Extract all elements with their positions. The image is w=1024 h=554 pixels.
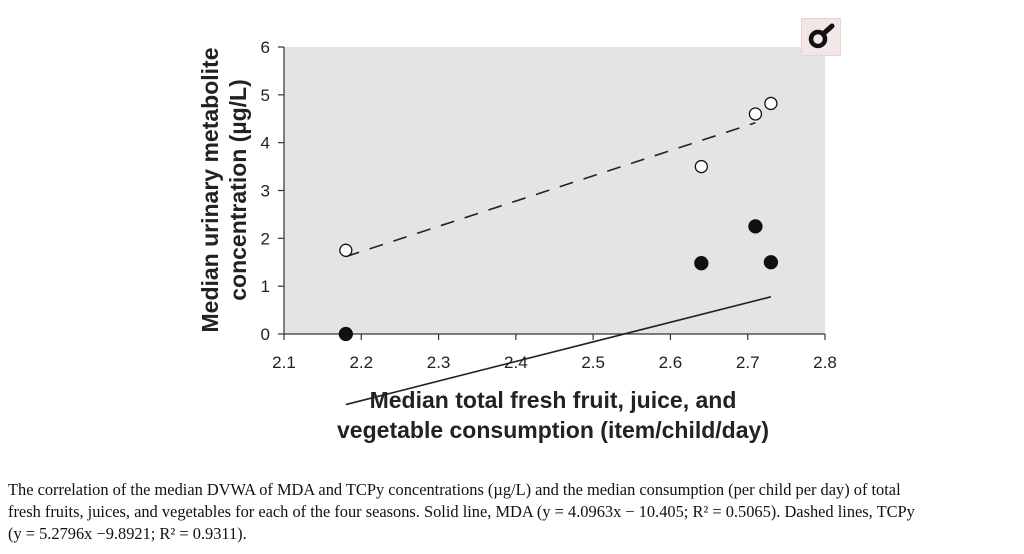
caption-line-2: fresh fruits, juices, and vegetables for… [8,502,915,521]
x-axis-title-line-2: vegetable consumption (item/child/day) [337,417,769,443]
point-tcpy [694,159,708,174]
caption-line-1: The correlation of the median DVWA of MD… [8,480,901,499]
y-axis-title-line-2: concentration (µg/L) [225,79,251,301]
point-tcpy [748,107,763,121]
y-tick-label: 6 [261,38,270,57]
point-tcpy [339,243,353,257]
x-tick-label: 2.5 [581,353,605,372]
figure-caption: The correlation of the median DVWA of MD… [8,479,1020,545]
y-tick-label: 1 [261,277,270,296]
chart: 0 1 2 3 4 5 6 2.1 2.2 2.3 2.4 2.5 2.6 2.7 2.8 Median … [197,38,837,443]
x-tick-label: 2.2 [349,353,373,372]
x-tick-label: 2.4 [504,353,528,372]
x-tick-label: 2.7 [736,353,760,372]
zoom-button[interactable] [801,18,841,56]
y-ticks: 0 1 2 3 4 5 6 [261,38,284,344]
point-mda [763,255,779,270]
plot-area [284,47,825,334]
x-tick-label: 2.1 [272,353,296,372]
zoom-icon [808,23,835,49]
y-tick-label: 3 [261,182,270,201]
y-tick-label: 0 [261,325,270,344]
y-tick-label: 4 [261,134,270,153]
point-mda [694,256,709,271]
fit-line-tcpy [345,122,756,258]
point-tcpy [764,96,778,111]
data-points [338,96,779,342]
x-tick-label: 2.3 [427,353,451,372]
fit-lines [345,122,772,406]
y-tick-label: 2 [261,229,270,248]
point-mda [338,326,353,342]
x-tick-label: 2.8 [813,353,837,372]
x-axis-title-line-1: Median total fresh fruit, juice, and [370,387,737,413]
fit-line-mda [345,296,772,406]
y-axis-title-line-1: Median urinary metabolite [197,47,223,332]
y-tick-label: 5 [261,86,270,105]
x-tick-label: 2.6 [659,353,683,372]
x-ticks: 2.1 2.2 2.3 2.4 2.5 2.6 2.7 2.8 [272,334,837,372]
caption-line-3: (y = 5.2796x −9.8921; R² = 0.9311). [8,524,247,543]
point-mda [748,219,763,234]
